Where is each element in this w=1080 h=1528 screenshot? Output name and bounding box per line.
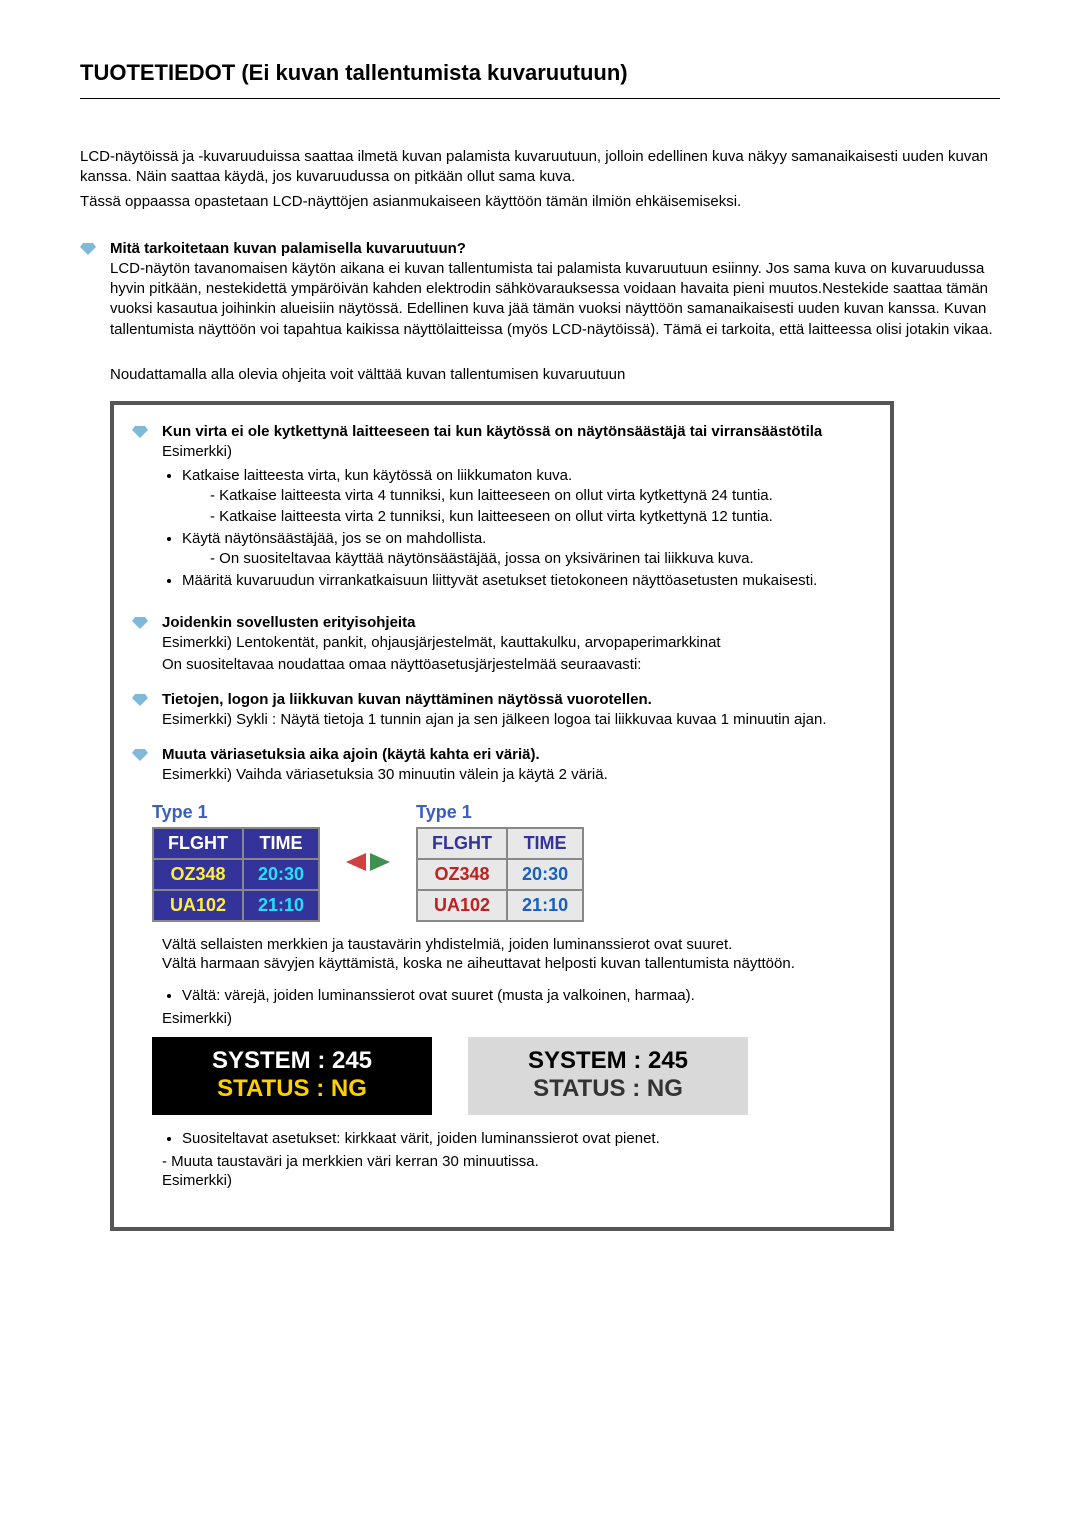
- intro-block: LCD-näytöissä ja -kuvaruuduissa saattaa …: [80, 147, 1000, 212]
- box-item3-head: Tietojen, logon ja liikkuvan kuvan näytt…: [162, 691, 872, 708]
- intro-p1: LCD-näytöissä ja -kuvaruuduissa saattaa …: [80, 147, 1000, 188]
- system-box-dark: SYSTEM : 245 STATUS : NG: [152, 1037, 432, 1115]
- box-item1-li3: Määritä kuvaruudun virrankatkaisuun liit…: [182, 571, 872, 591]
- box-item3-body: Esimerkki) Sykli : Näytä tietoja 1 tunni…: [162, 710, 872, 730]
- sec1-follow: Noudattamalla alla olevia ohjeita voit v…: [110, 366, 1000, 383]
- td: OZ348: [153, 859, 243, 890]
- after-types-p2: Vältä harmaan sävyjen käyttämistä, koska…: [162, 955, 872, 972]
- td: UA102: [417, 890, 507, 921]
- td: 21:10: [507, 890, 583, 921]
- flight-table-dark: FLGHT TIME OZ348 20:30 UA102 21:10: [152, 827, 320, 922]
- bullet-gem-icon: [132, 614, 162, 633]
- box-item2-body2: On suositeltavaa noudattaa omaa näyttöas…: [162, 655, 872, 675]
- type1-label-b: Type 1: [416, 802, 584, 823]
- after-types-p1: Vältä sellaisten merkkien ja taustavärin…: [162, 936, 872, 953]
- after-types-ex: Esimerkki): [162, 1010, 872, 1027]
- box-item4-head: Muuta väriasetuksia aika ajoin (käytä ka…: [162, 746, 872, 763]
- th-time: TIME: [507, 828, 583, 859]
- sec1-body: LCD-näytön tavanomaisen käytön aikana ei…: [110, 259, 1000, 340]
- bullet-gem-icon: [132, 423, 162, 442]
- th-time: TIME: [243, 828, 319, 859]
- sys-line1: SYSTEM : 245: [468, 1047, 748, 1075]
- after-sys-ex: Esimerkki): [162, 1172, 872, 1189]
- box-item1-head: Kun virta ei ole kytkettynä laitteeseen …: [162, 423, 872, 440]
- bullet-gem-icon: [132, 746, 162, 765]
- page-title: TUOTETIEDOT (Ei kuvan tallentumista kuva…: [80, 60, 1000, 86]
- th-flight: FLGHT: [417, 828, 507, 859]
- bullet-gem-icon: [132, 691, 162, 710]
- box-item1-li1b: - Katkaise laitteesta virta 2 tunniksi, …: [210, 507, 872, 527]
- after-sys-li: Suositeltavat asetukset: kirkkaat värit,…: [182, 1129, 872, 1149]
- after-sys-sub: - Muuta taustaväri ja merkkien väri kerr…: [162, 1153, 872, 1170]
- td: 21:10: [243, 890, 319, 921]
- system-box-light: SYSTEM : 245 STATUS : NG: [468, 1037, 748, 1115]
- sys-line2: STATUS : NG: [468, 1075, 748, 1103]
- td: 20:30: [507, 859, 583, 890]
- box-item1-li1a: - Katkaise laitteesta virta 4 tunniksi, …: [210, 486, 872, 506]
- type-tables-figure: Type 1 FLGHT TIME OZ348 20:30 UA102 21:1…: [152, 802, 872, 922]
- sys-line1: SYSTEM : 245: [152, 1047, 432, 1075]
- sec1-heading: Mitä tarkoitetaan kuvan palamisella kuva…: [110, 240, 1000, 257]
- box-item1-ex: Esimerkki): [162, 442, 872, 462]
- box-item1-li2a: - On suositeltavaa käyttää näytönsäästäj…: [210, 549, 872, 569]
- td: UA102: [153, 890, 243, 921]
- box-item1-li2: Käytä näytönsäästäjää, jos se on mahdoll…: [182, 529, 872, 570]
- sys-line2: STATUS : NG: [152, 1075, 432, 1103]
- system-status-figure: SYSTEM : 245 STATUS : NG SYSTEM : 245 ST…: [152, 1037, 872, 1115]
- divider: [80, 98, 1000, 99]
- type1-label-a: Type 1: [152, 802, 320, 823]
- box-item2-head: Joidenkin sovellusten erityisohjeita: [162, 614, 872, 631]
- instructions-box: Kun virta ei ole kytkettynä laitteeseen …: [110, 401, 894, 1231]
- box-item2-body1: Esimerkki) Lentokentät, pankit, ohjausjä…: [162, 633, 872, 653]
- td: 20:30: [243, 859, 319, 890]
- flight-table-light: FLGHT TIME OZ348 20:30 UA102 21:10: [416, 827, 584, 922]
- bullet-gem-icon: [80, 240, 110, 259]
- intro-p2: Tässä oppaassa opastetaan LCD-näyttöjen …: [80, 192, 1000, 212]
- after-types-li: Vältä: värejä, joiden luminanssierot ova…: [182, 986, 872, 1006]
- box-item1-li1: Katkaise laitteesta virta, kun käytössä …: [182, 466, 872, 527]
- box-item4-body: Esimerkki) Vaihda väriasetuksia 30 minuu…: [162, 765, 872, 785]
- td: OZ348: [417, 859, 507, 890]
- th-flight: FLGHT: [153, 828, 243, 859]
- swap-arrows-icon: [346, 853, 390, 871]
